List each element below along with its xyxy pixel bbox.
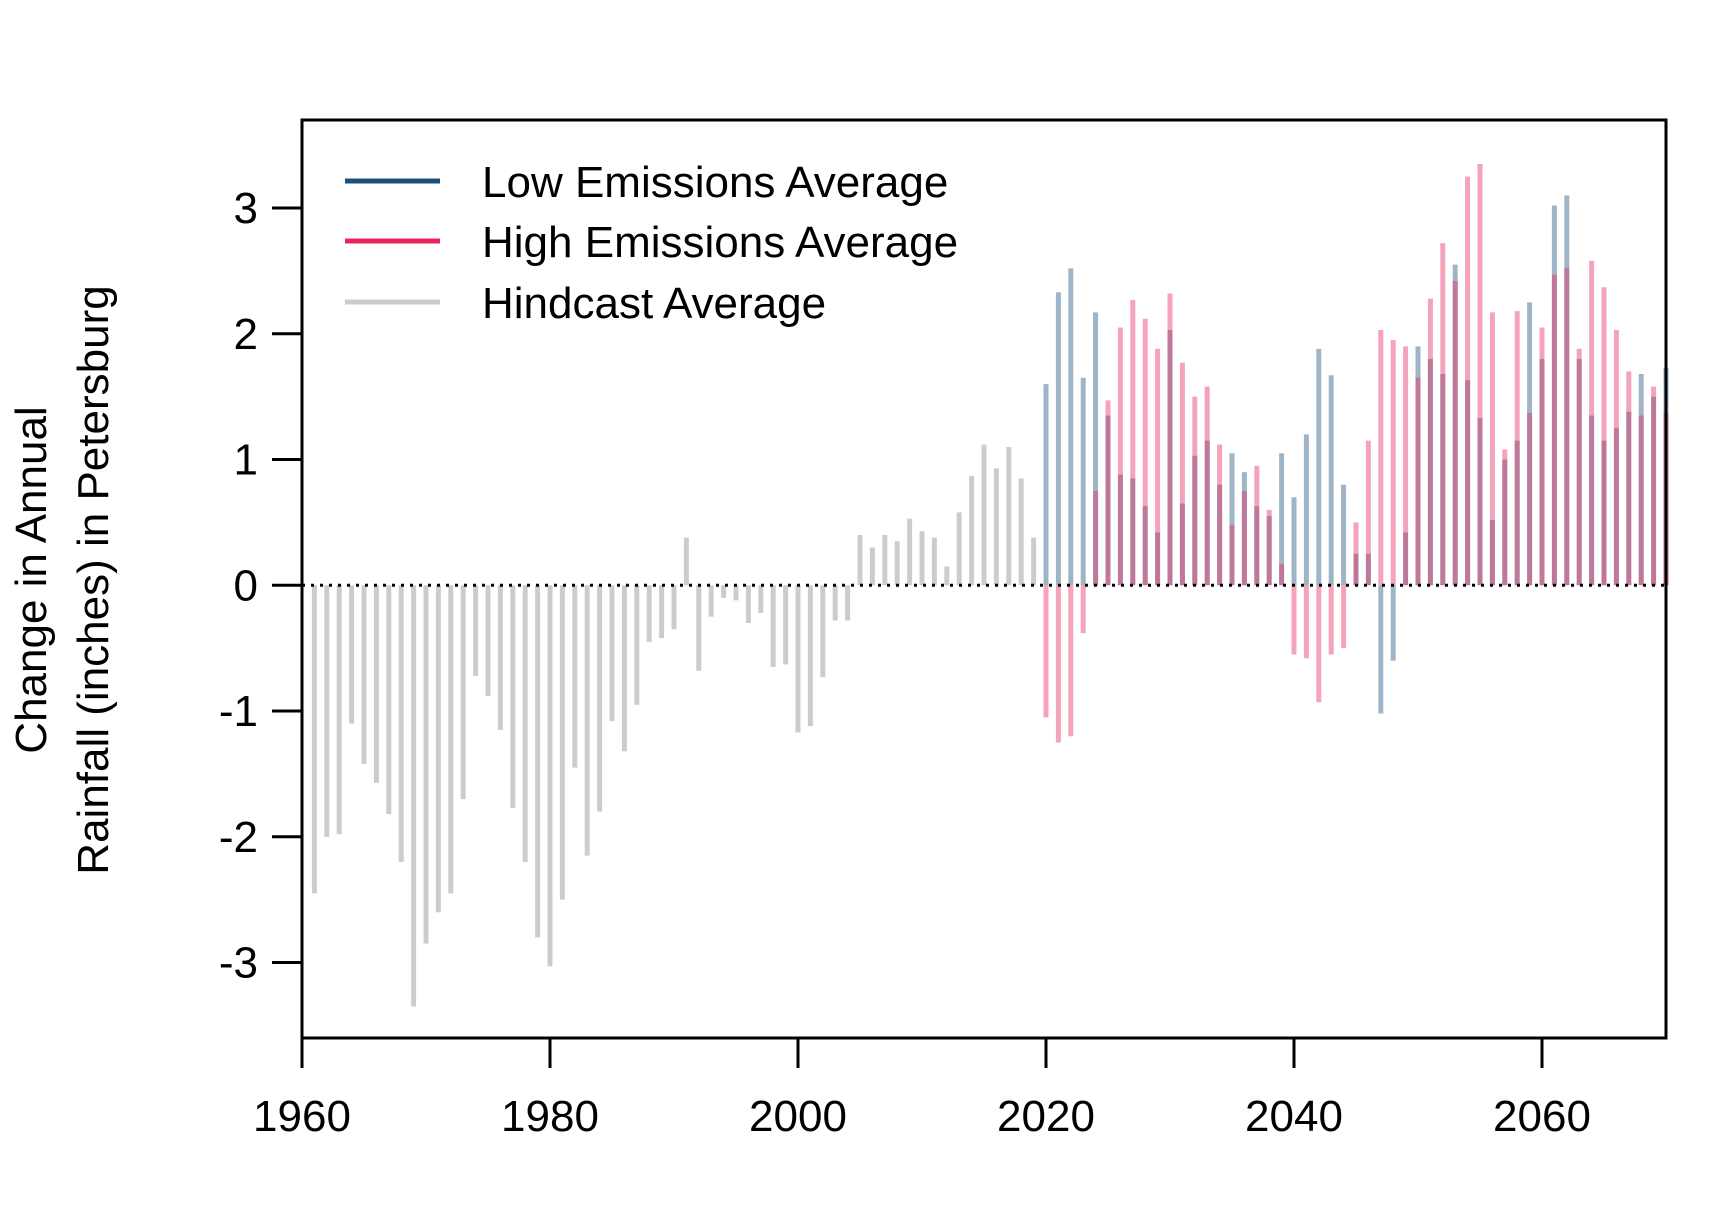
y-tick-label--2: -2: [219, 813, 258, 862]
x-axis: 1960 1980 2000 2020 2040 2060: [253, 1036, 1591, 1141]
x-tick-label-1960: 1960: [253, 1092, 351, 1141]
x-tick-label-2020: 2020: [997, 1092, 1095, 1141]
x-tick-label-2000: 2000: [749, 1092, 847, 1141]
low-emissions-bars: [1043, 195, 1669, 714]
legend-label-low: Low Emissions Average: [482, 158, 948, 207]
x-tick-label-2040: 2040: [1245, 1092, 1343, 1141]
y-axis-title-line-1: Change in Annual: [7, 406, 56, 753]
y-tick-label--3: -3: [219, 939, 258, 988]
y-tick-label--1: -1: [219, 687, 258, 736]
y-axis-title-line-2: Rainfall (inches) in Petersburg: [69, 285, 118, 874]
hindcast-bars: [311, 444, 1037, 1007]
x-tick-label-1980: 1980: [501, 1092, 599, 1141]
y-axis: -3 -2 -1 0 1 2 3: [219, 184, 304, 988]
x-tick-label-2060: 2060: [1493, 1092, 1591, 1141]
y-tick-label-1: 1: [234, 436, 258, 485]
y-tick-label-2: 2: [234, 310, 258, 359]
legend-label-high: High Emissions Average: [482, 218, 958, 267]
legend: Low Emissions Average High Emissions Ave…: [345, 158, 958, 328]
high-emissions-bars: [1043, 164, 1669, 743]
y-tick-label-3: 3: [234, 184, 258, 233]
y-axis-title: Change in Annual Rainfall (inches) in Pe…: [7, 285, 118, 874]
legend-label-hindcast: Hindcast Average: [482, 279, 826, 328]
y-tick-label-0: 0: [234, 561, 258, 610]
